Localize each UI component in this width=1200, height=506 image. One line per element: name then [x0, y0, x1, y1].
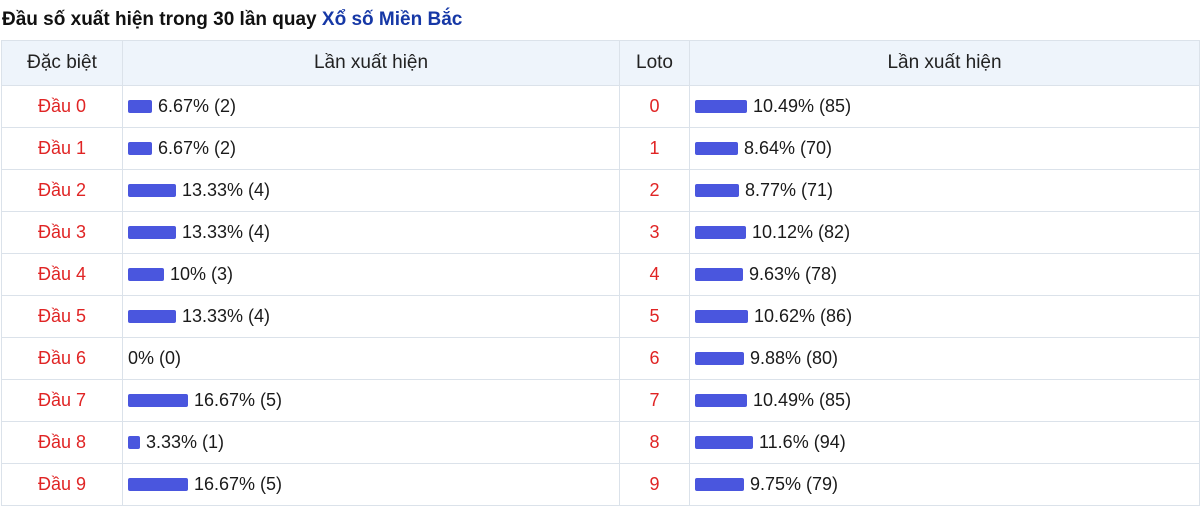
- loto-head-label: 8: [619, 421, 690, 464]
- loto-frequency-cell: 9.63% (78): [689, 253, 1200, 296]
- loto-frequency-cell: 10.49% (85): [689, 85, 1200, 128]
- loto-frequency-value: 9.88% (80): [750, 348, 839, 368]
- col-header-loto-frequency: Lần xuất hiện: [689, 40, 1200, 86]
- special-frequency-bar: [128, 268, 164, 281]
- special-frequency-cell: 0% (0): [122, 337, 620, 380]
- table-row: Đầu 9 16.67% (5) 9 9.75% (79): [1, 463, 1200, 506]
- loto-frequency-cell: 8.77% (71): [689, 169, 1200, 212]
- loto-head-label: 7: [619, 379, 690, 422]
- special-frequency-value: 0% (0): [128, 348, 182, 368]
- table-row: Đầu 1 6.67% (2) 1 8.64% (70): [1, 127, 1200, 170]
- special-head-label: Đầu 4: [1, 253, 123, 296]
- loto-frequency-bar: [695, 268, 743, 281]
- loto-head-label: 5: [619, 295, 690, 338]
- special-frequency-value: 6.67% (2): [158, 138, 237, 158]
- loto-head-label: 4: [619, 253, 690, 296]
- special-head-label: Đầu 8: [1, 421, 123, 464]
- special-frequency-bar: [128, 478, 188, 491]
- special-frequency-value: 3.33% (1): [146, 432, 225, 452]
- table-row: Đầu 0 6.67% (2) 0 10.49% (85): [1, 85, 1200, 128]
- loto-head-label: 1: [619, 127, 690, 170]
- special-frequency-cell: 16.67% (5): [122, 463, 620, 506]
- table-row: Đầu 5 13.33% (4) 5 10.62% (86): [1, 295, 1200, 338]
- loto-frequency-cell: 11.6% (94): [689, 421, 1200, 464]
- loto-head-label: 9: [619, 463, 690, 506]
- special-head-label: Đầu 7: [1, 379, 123, 422]
- special-frequency-value: 13.33% (4): [182, 306, 271, 326]
- loto-frequency-value: 9.75% (79): [750, 474, 839, 494]
- loto-frequency-bar: [695, 226, 746, 239]
- special-frequency-cell: 16.67% (5): [122, 379, 620, 422]
- special-head-label: Đầu 2: [1, 169, 123, 212]
- special-frequency-cell: 13.33% (4): [122, 169, 620, 212]
- special-head-label: Đầu 1: [1, 127, 123, 170]
- loto-frequency-value: 8.64% (70): [744, 138, 833, 158]
- loto-frequency-cell: 10.12% (82): [689, 211, 1200, 254]
- special-frequency-bar: [128, 184, 176, 197]
- loto-head-label: 0: [619, 85, 690, 128]
- special-frequency-cell: 6.67% (2): [122, 127, 620, 170]
- special-frequency-bar: [128, 100, 152, 113]
- loto-frequency-value: 10.12% (82): [752, 222, 851, 242]
- special-frequency-cell: 13.33% (4): [122, 295, 620, 338]
- loto-frequency-cell: 9.75% (79): [689, 463, 1200, 506]
- col-header-special: Đặc biệt: [1, 40, 123, 86]
- table-row: Đầu 7 16.67% (5) 7 10.49% (85): [1, 379, 1200, 422]
- loto-head-label: 6: [619, 337, 690, 380]
- table-body: Đầu 0 6.67% (2) 0 10.49% (85) Đầu 1 6.67% (2)…: [1, 85, 1200, 506]
- special-head-label: Đầu 5: [1, 295, 123, 338]
- special-frequency-bar: [128, 142, 152, 155]
- col-header-loto: Loto: [619, 40, 690, 86]
- special-frequency-value: 13.33% (4): [182, 222, 271, 242]
- loto-frequency-value: 10.49% (85): [753, 390, 852, 410]
- loto-frequency-cell: 8.64% (70): [689, 127, 1200, 170]
- loto-frequency-bar: [695, 310, 748, 323]
- loto-frequency-cell: 10.62% (86): [689, 295, 1200, 338]
- loto-frequency-bar: [695, 436, 753, 449]
- col-header-special-frequency: Lần xuất hiện: [122, 40, 620, 86]
- special-frequency-bar: [128, 310, 176, 323]
- table-row: Đầu 6 0% (0) 6 9.88% (80): [1, 337, 1200, 380]
- loto-frequency-value: 9.63% (78): [749, 264, 838, 284]
- special-head-label: Đầu 9: [1, 463, 123, 506]
- table-row: Đầu 4 10% (3) 4 9.63% (78): [1, 253, 1200, 296]
- special-frequency-value: 13.33% (4): [182, 180, 271, 200]
- loto-head-label: 2: [619, 169, 690, 212]
- special-frequency-cell: 3.33% (1): [122, 421, 620, 464]
- special-frequency-cell: 6.67% (2): [122, 85, 620, 128]
- loto-frequency-bar: [695, 142, 738, 155]
- loto-frequency-bar: [695, 478, 744, 491]
- loto-frequency-value: 10.49% (85): [753, 96, 852, 116]
- special-frequency-bar: [128, 436, 140, 449]
- table-row: Đầu 8 3.33% (1) 8 11.6% (94): [1, 421, 1200, 464]
- special-head-label: Đầu 3: [1, 211, 123, 254]
- loto-frequency-bar: [695, 184, 739, 197]
- loto-frequency-value: 11.6% (94): [759, 432, 846, 452]
- special-head-label: Đầu 6: [1, 337, 123, 380]
- loto-frequency-bar: [695, 394, 747, 407]
- title-text: Đầu số xuất hiện trong 30 lần quay: [2, 9, 317, 30]
- loto-frequency-cell: 10.49% (85): [689, 379, 1200, 422]
- special-frequency-bar: [128, 226, 176, 239]
- special-frequency-value: 6.67% (2): [158, 96, 237, 116]
- special-frequency-cell: 13.33% (4): [122, 211, 620, 254]
- special-frequency-value: 10% (3): [170, 264, 234, 284]
- loto-frequency-value: 10.62% (86): [754, 306, 853, 326]
- lottery-link[interactable]: Xổ số Miền Bắc: [321, 9, 463, 30]
- loto-frequency-cell: 9.88% (80): [689, 337, 1200, 380]
- special-frequency-value: 16.67% (5): [194, 474, 283, 494]
- page-title: Đầu số xuất hiện trong 30 lần quay Xổ số…: [0, 0, 1200, 40]
- special-frequency-bar: [128, 394, 188, 407]
- loto-head-label: 3: [619, 211, 690, 254]
- loto-frequency-bar: [695, 352, 744, 365]
- table-row: Đầu 2 13.33% (4) 2 8.77% (71): [1, 169, 1200, 212]
- table-row: Đầu 3 13.33% (4) 3 10.12% (82): [1, 211, 1200, 254]
- loto-frequency-value: 8.77% (71): [745, 180, 834, 200]
- special-frequency-cell: 10% (3): [122, 253, 620, 296]
- frequency-table: Đặc biệt Lần xuất hiện Loto Lần xuất hiệ…: [1, 40, 1200, 506]
- table-header-row: Đặc biệt Lần xuất hiện Loto Lần xuất hiệ…: [1, 40, 1200, 86]
- special-head-label: Đầu 0: [1, 85, 123, 128]
- loto-frequency-bar: [695, 100, 747, 113]
- special-frequency-value: 16.67% (5): [194, 390, 283, 410]
